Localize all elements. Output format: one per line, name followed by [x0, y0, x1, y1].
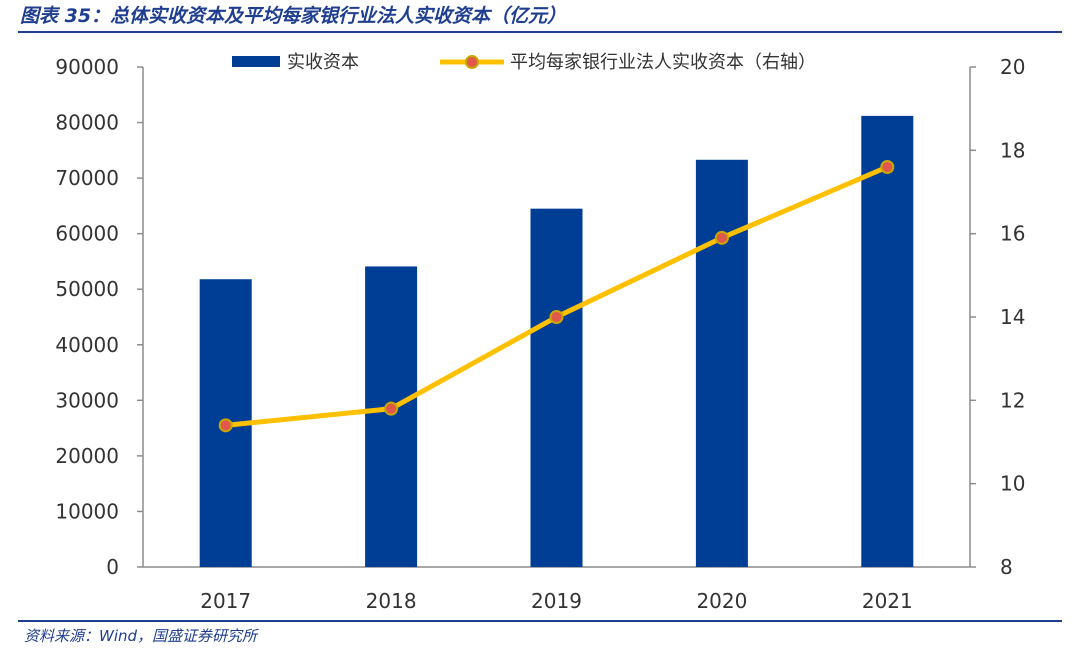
bar-2021	[861, 115, 914, 567]
legend-swatch-bar	[232, 56, 280, 67]
left-tick-label: 10000	[55, 499, 119, 523]
left-tick-label: 90000	[55, 55, 119, 79]
source-note: 资料来源：Wind，国盛证券研究所	[24, 627, 258, 645]
right-tick-label: 16	[1000, 222, 1025, 246]
figure-title: 图表 35：总体实收资本及平均每家银行业法人实收资本（亿元）	[20, 5, 567, 27]
line-point-2017	[218, 418, 233, 433]
x-tick-label: 2019	[531, 589, 582, 613]
legend-label-bar: 实收资本	[287, 52, 359, 73]
bottom-rule	[18, 620, 1062, 622]
right-tick-label: 12	[1000, 388, 1025, 412]
left-tick-label: 70000	[55, 166, 119, 190]
legend-swatch-marker	[465, 55, 479, 69]
line-markers	[218, 160, 895, 433]
bar-2018	[365, 266, 418, 567]
bar-2019	[530, 208, 583, 567]
right-tick-label: 20	[1000, 55, 1025, 79]
left-tick-label: 80000	[55, 111, 119, 135]
left-tick-label: 20000	[55, 444, 119, 468]
right-tick-label: 14	[1000, 305, 1025, 329]
left-tick-label: 0	[106, 555, 119, 579]
left-tick-label: 50000	[55, 277, 119, 301]
right-tick-label: 8	[1000, 555, 1013, 579]
line-point-2018	[384, 401, 399, 416]
left-tick-label: 60000	[55, 222, 119, 246]
tick-labels: 90000 80000 70000 60000 50000 40000 30000 20000…	[55, 55, 1025, 613]
legend-label-line: 平均每家银行业法人实收资本（右轴）	[510, 52, 816, 73]
line-point-2019	[549, 310, 564, 324]
x-tick-label: 2021	[862, 589, 913, 613]
x-tick-label: 2018	[366, 589, 417, 613]
left-tick-label: 30000	[55, 388, 119, 412]
chart-legend: 实收资本 平均每家银行业法人实收资本（右轴）	[232, 52, 816, 73]
right-tick-label: 18	[1000, 138, 1025, 162]
top-rule	[18, 31, 1062, 33]
left-tick-label: 40000	[55, 333, 119, 357]
line-point-2021	[880, 160, 895, 174]
bar-2020	[695, 159, 748, 567]
line-point-2020	[714, 230, 729, 245]
right-tick-label: 10	[1000, 472, 1025, 496]
x-tick-label: 2017	[200, 589, 251, 613]
bar-series	[199, 115, 914, 567]
x-tick-label: 2020	[696, 589, 747, 613]
